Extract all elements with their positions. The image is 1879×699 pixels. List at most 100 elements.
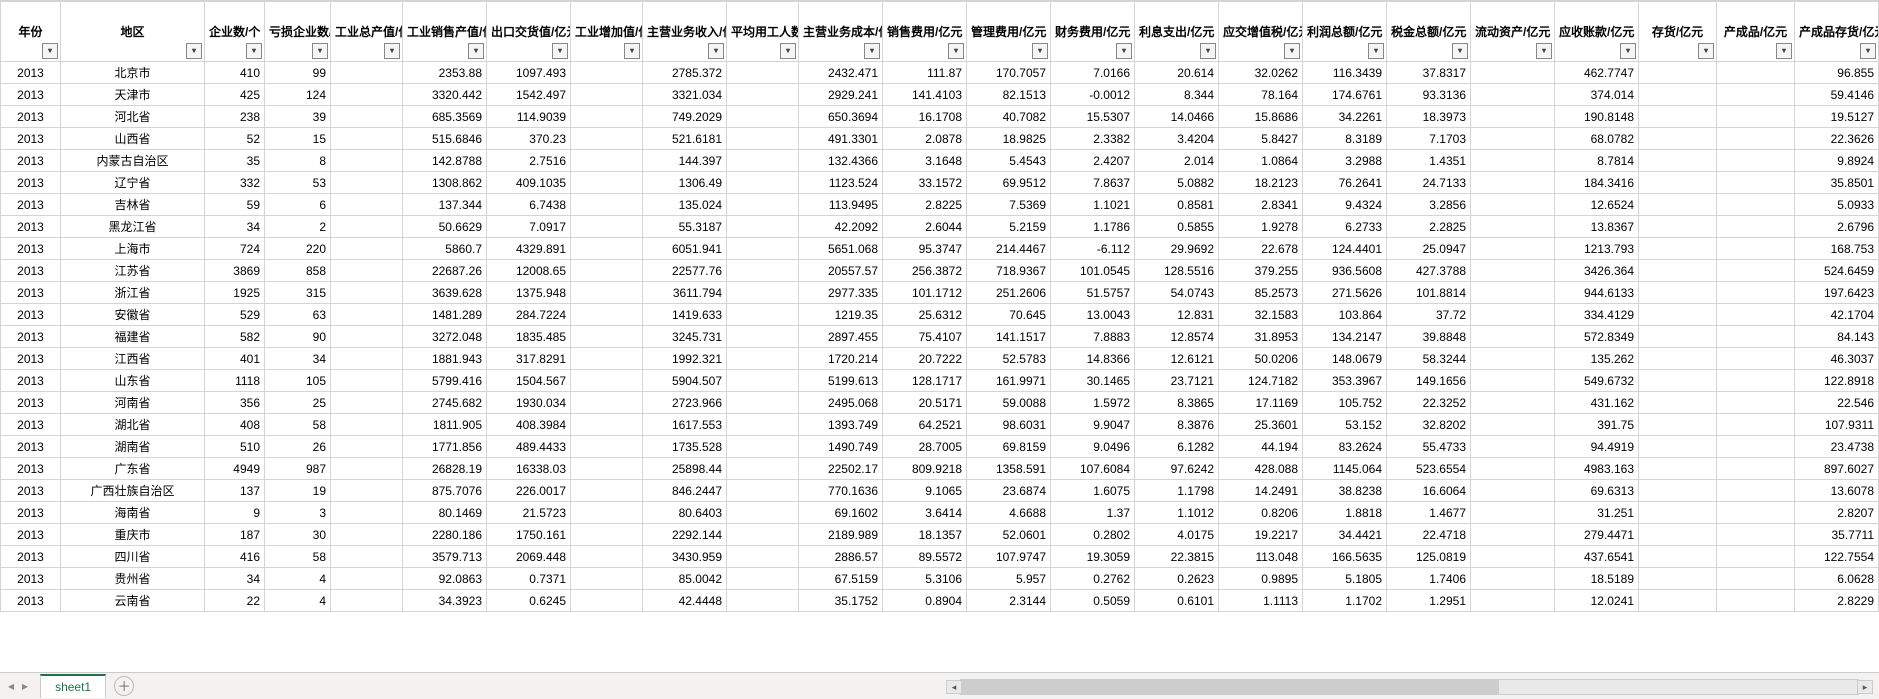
table-cell[interactable]: 2013 xyxy=(1,172,61,194)
table-cell[interactable]: 22577.76 xyxy=(643,260,727,282)
table-cell[interactable]: 1118 xyxy=(205,370,265,392)
table-cell[interactable]: 22 xyxy=(205,590,265,612)
table-cell[interactable] xyxy=(727,414,799,436)
table-cell[interactable]: 5199.613 xyxy=(799,370,883,392)
table-cell[interactable] xyxy=(1639,216,1717,238)
table-cell[interactable] xyxy=(727,480,799,502)
table-cell[interactable]: 0.8581 xyxy=(1135,194,1219,216)
table-cell[interactable] xyxy=(331,326,403,348)
table-cell[interactable]: 0.9895 xyxy=(1219,568,1303,590)
table-cell[interactable]: 4 xyxy=(265,568,331,590)
table-cell[interactable]: 114.9039 xyxy=(487,106,571,128)
table-cell[interactable] xyxy=(727,150,799,172)
table-cell[interactable]: 37.8317 xyxy=(1387,62,1471,84)
table-cell[interactable]: 107.6084 xyxy=(1051,458,1135,480)
table-cell[interactable]: 256.3872 xyxy=(883,260,967,282)
table-cell[interactable]: 38.8238 xyxy=(1303,480,1387,502)
table-cell[interactable]: 33.1572 xyxy=(883,172,967,194)
table-cell[interactable]: 18.9825 xyxy=(967,128,1051,150)
table-cell[interactable] xyxy=(571,238,643,260)
table-cell[interactable]: 35.8501 xyxy=(1795,172,1879,194)
table-cell[interactable]: 124 xyxy=(265,84,331,106)
table-cell[interactable]: 35.7711 xyxy=(1795,524,1879,546)
table-cell[interactable]: 1771.856 xyxy=(403,436,487,458)
table-cell[interactable] xyxy=(571,150,643,172)
table-cell[interactable]: 2013 xyxy=(1,106,61,128)
filter-dropdown-icon[interactable] xyxy=(186,43,202,59)
table-cell[interactable]: 上海市 xyxy=(61,238,205,260)
table-cell[interactable]: 12.6121 xyxy=(1135,348,1219,370)
table-cell[interactable]: 431.162 xyxy=(1555,392,1639,414)
table-cell[interactable]: 1.9278 xyxy=(1219,216,1303,238)
table-cell[interactable]: 25.3601 xyxy=(1219,414,1303,436)
table-cell[interactable] xyxy=(1717,568,1795,590)
table-cell[interactable] xyxy=(1639,458,1717,480)
table-cell[interactable]: 13.6078 xyxy=(1795,480,1879,502)
table-cell[interactable]: 78.164 xyxy=(1219,84,1303,106)
table-cell[interactable]: 30 xyxy=(265,524,331,546)
table-cell[interactable] xyxy=(1717,392,1795,414)
table-cell[interactable] xyxy=(1639,106,1717,128)
table-cell[interactable]: 15 xyxy=(265,128,331,150)
table-cell[interactable]: 936.5608 xyxy=(1303,260,1387,282)
table-cell[interactable]: 1213.793 xyxy=(1555,238,1639,260)
table-cell[interactable]: 97.6242 xyxy=(1135,458,1219,480)
table-cell[interactable] xyxy=(331,414,403,436)
table-cell[interactable]: 197.6423 xyxy=(1795,282,1879,304)
table-cell[interactable]: 1.8818 xyxy=(1303,502,1387,524)
table-cell[interactable]: 20.7222 xyxy=(883,348,967,370)
table-cell[interactable]: 20557.57 xyxy=(799,260,883,282)
table-cell[interactable]: 1.1798 xyxy=(1135,480,1219,502)
table-cell[interactable] xyxy=(1471,370,1555,392)
table-cell[interactable]: 0.8904 xyxy=(883,590,967,612)
filter-dropdown-icon[interactable] xyxy=(948,43,964,59)
table-cell[interactable]: 2013 xyxy=(1,326,61,348)
table-cell[interactable]: 59.4146 xyxy=(1795,84,1879,106)
table-cell[interactable] xyxy=(727,194,799,216)
table-cell[interactable] xyxy=(727,84,799,106)
filter-dropdown-icon[interactable] xyxy=(1200,43,1216,59)
table-cell[interactable] xyxy=(571,546,643,568)
table-cell[interactable] xyxy=(331,392,403,414)
table-cell[interactable]: 2013 xyxy=(1,392,61,414)
table-cell[interactable]: 19.3059 xyxy=(1051,546,1135,568)
table-cell[interactable]: 35.1752 xyxy=(799,590,883,612)
table-cell[interactable]: 2.8207 xyxy=(1795,502,1879,524)
table-cell[interactable]: 浙江省 xyxy=(61,282,205,304)
table-cell[interactable]: 2.7516 xyxy=(487,150,571,172)
table-cell[interactable]: 1.1113 xyxy=(1219,590,1303,612)
column-header[interactable]: 平均用工人数/万人 xyxy=(727,2,799,62)
table-cell[interactable]: 25 xyxy=(265,392,331,414)
table-cell[interactable] xyxy=(1639,590,1717,612)
table-cell[interactable] xyxy=(571,348,643,370)
table-cell[interactable]: 572.8349 xyxy=(1555,326,1639,348)
table-cell[interactable]: 3430.959 xyxy=(643,546,727,568)
table-cell[interactable]: 116.3439 xyxy=(1303,62,1387,84)
table-cell[interactable] xyxy=(1471,194,1555,216)
column-header[interactable]: 主营业务成本/亿元 xyxy=(799,2,883,62)
table-cell[interactable]: 28.7005 xyxy=(883,436,967,458)
table-cell[interactable]: 770.1636 xyxy=(799,480,883,502)
horizontal-scrollbar[interactable]: ◂ ▸ xyxy=(960,679,1859,695)
table-cell[interactable]: 113.048 xyxy=(1219,546,1303,568)
table-cell[interactable] xyxy=(571,524,643,546)
table-cell[interactable]: 1750.161 xyxy=(487,524,571,546)
table-cell[interactable]: 2013 xyxy=(1,238,61,260)
table-cell[interactable] xyxy=(1717,260,1795,282)
table-cell[interactable]: 2432.471 xyxy=(799,62,883,84)
table-cell[interactable] xyxy=(1471,326,1555,348)
table-cell[interactable]: 4.0175 xyxy=(1135,524,1219,546)
column-header[interactable]: 产成品/亿元 xyxy=(1717,2,1795,62)
table-cell[interactable] xyxy=(1471,304,1555,326)
table-cell[interactable]: 3579.713 xyxy=(403,546,487,568)
table-cell[interactable]: 0.5855 xyxy=(1135,216,1219,238)
table-cell[interactable] xyxy=(727,304,799,326)
table-cell[interactable] xyxy=(727,436,799,458)
table-cell[interactable]: 166.5635 xyxy=(1303,546,1387,568)
table-cell[interactable] xyxy=(727,172,799,194)
table-cell[interactable]: 4.6688 xyxy=(967,502,1051,524)
table-cell[interactable] xyxy=(1639,392,1717,414)
table-cell[interactable]: 428.088 xyxy=(1219,458,1303,480)
table-cell[interactable]: 21.5723 xyxy=(487,502,571,524)
table-cell[interactable]: 5.0882 xyxy=(1135,172,1219,194)
